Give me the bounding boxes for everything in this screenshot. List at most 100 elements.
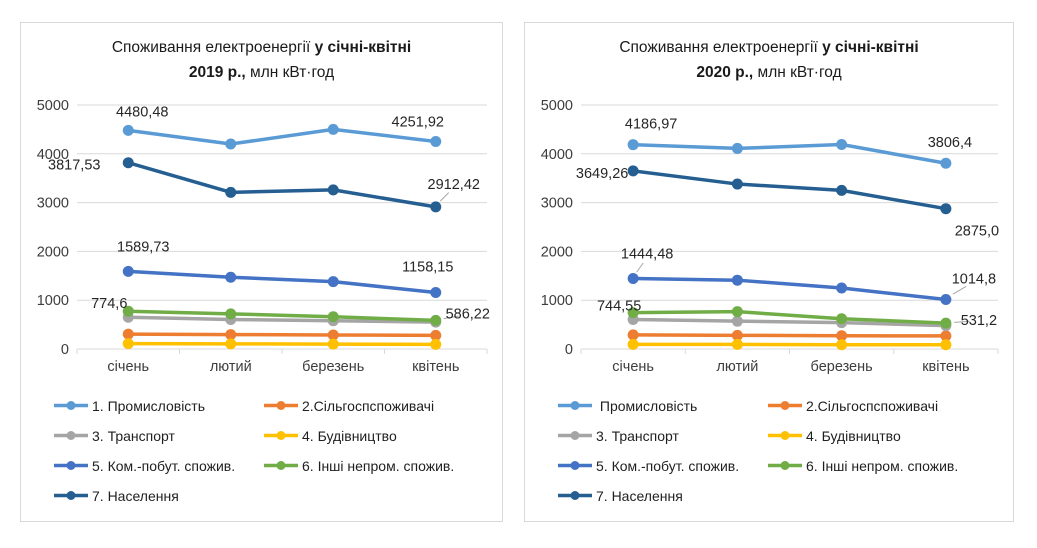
data-point [327,311,339,323]
data-point [940,293,952,305]
legend-label: 5. Ком.-побут. спожив. [596,457,740,474]
data-point [225,186,237,198]
data-label: 744,55 [597,299,641,315]
legend-swatch-5 [558,461,592,470]
legend-swatch-3 [558,431,592,440]
legend-item-7: 7. Населення [54,485,264,506]
legend-label: Промисловість [596,397,698,414]
series-line-4 [126,341,438,347]
y-tick-label-1000: 1000 [541,293,573,309]
data-point [225,138,237,150]
legend-swatch-3 [54,431,88,440]
data-point [731,315,743,327]
data-point [731,142,743,154]
data-label: 3806,4 [928,135,972,151]
legend-marker [66,461,76,470]
legend-label: 2.Сільгоспспоживачі [302,397,435,414]
legend-label: 2.Сільгоспспоживачі [806,397,939,414]
legend-item-4: 4. Будівництво [264,425,496,446]
x-category-label: квітень [922,359,969,375]
y-tick-label-4000: 4000 [541,147,573,163]
x-category-label: січень [612,359,654,375]
y-tick-label-2000: 2000 [541,244,573,260]
legend-marker [276,401,286,410]
legend-item-4: 4. Будівництво [768,425,1007,446]
data-label: 2912,42 [428,177,480,193]
data-point [122,157,134,169]
data-point [627,329,639,341]
data-point [940,203,952,215]
data-point [430,136,442,148]
title-units: млн кВт·год [753,64,842,81]
legend-swatch-4 [264,431,298,440]
data-point [836,282,848,294]
legend-marker [780,431,790,440]
chart-panel-2020: Споживання електроенергії у січні-квітні… [524,22,1014,522]
series-line-1 [126,127,438,146]
title-year: 2019 р., [188,64,246,81]
legend-swatch-1 [558,401,592,410]
data-label: 2875,0 [955,224,999,240]
legend-label: 3. Транспорт [92,427,175,444]
data-label: 1589,73 [117,239,169,255]
data-point [327,338,339,350]
data-point [430,338,442,350]
data-point [627,139,639,151]
title-line-2: 2019 р., млн кВт·год [189,64,334,81]
data-point [327,329,339,341]
legend-item-5: 5. Ком.-побут. спожив. [54,455,264,476]
plot-area-2020: 0 1000 2000 3000 4000 5000 січень лютий березень… [541,98,999,375]
series-line-5 [631,276,948,302]
legend-item-5: 5. Ком.-побут. спожив. [558,455,768,476]
legend-swatch-6 [264,461,298,470]
x-category-label: березень [302,359,364,375]
series-line-2 [631,333,948,338]
data-point [940,330,952,342]
data-point [122,124,134,136]
x-category-label: лютий [716,359,758,375]
legend-label: 1. Промисловість [92,397,206,414]
data-label: 586,22 [446,306,490,322]
series-line-1 [631,142,948,165]
data-point [627,338,639,350]
leader-line [636,262,644,273]
legend-swatch-4 [768,431,802,440]
legend-item-3: 3. Транспорт [558,425,768,446]
series-line-5 [126,269,438,295]
legend-label: 3. Транспорт [596,427,679,444]
data-point [627,165,639,177]
y-tick-label-1000: 1000 [37,293,69,309]
data-point [430,314,442,326]
series-line-7 [631,169,948,211]
data-point [430,329,442,341]
title-prefix: Споживання електроенергії [619,39,823,56]
legend-2020: Промисловість 2.Сільгоспспоживачі 3. Транс… [558,395,1007,506]
plot-area-2019: 0 1000 2000 3000 4000 5000 січень лютий березень… [37,98,490,375]
series-line-6 [631,309,948,325]
data-label: 1158,15 [402,259,453,275]
y-tick-label-3000: 3000 [541,196,573,212]
data-point [731,329,743,341]
y-tick-label-2000: 2000 [37,244,69,260]
data-label: 1014,8 [952,271,996,287]
legend-label: 7. Населення [596,487,683,504]
title-range: у січні-квітні [822,39,919,56]
leader-line [443,315,459,320]
legend-item-6: 6. Інші непром. спожив. [264,455,496,476]
y-tick-label-3000: 3000 [37,196,69,212]
data-point [225,329,237,341]
y-tick-label-0: 0 [565,342,573,358]
legend-marker [570,491,580,500]
data-point [327,276,339,288]
legend-marker [66,431,76,440]
title-units: млн кВт·год [245,64,335,81]
data-point [731,178,743,190]
y-tick-label-5000: 5000 [541,98,573,114]
data-point [122,338,134,350]
x-category-label: квітень [412,359,459,375]
data-point [327,123,339,135]
data-point [940,339,952,351]
leader-line [954,320,970,323]
data-point [327,184,339,196]
